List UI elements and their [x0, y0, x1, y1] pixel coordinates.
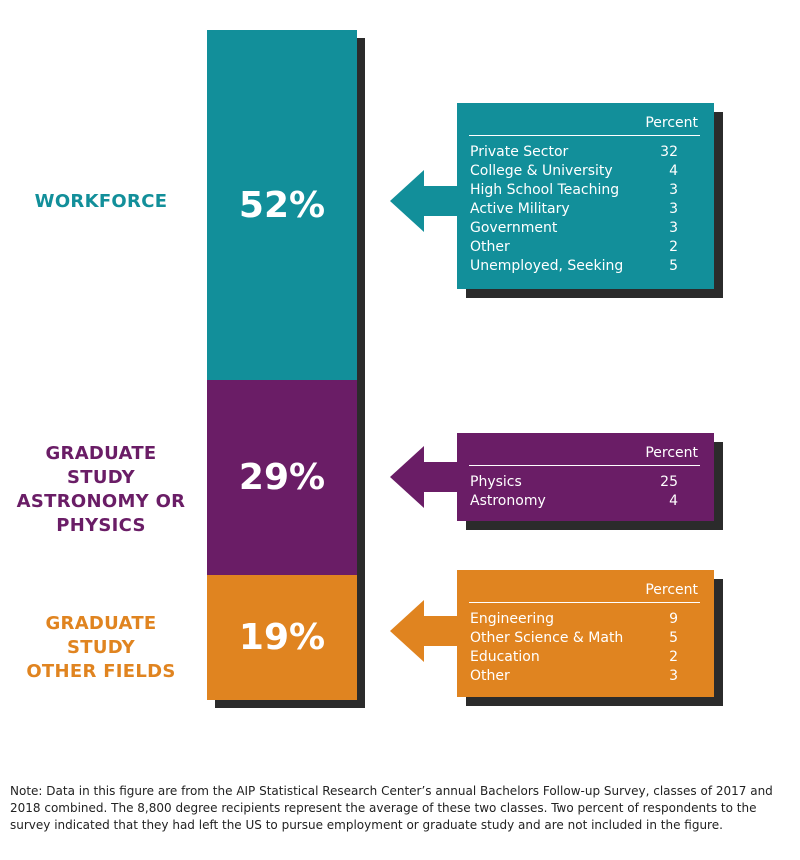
breakdown-grad-physics: Percent Physics 25 Astronomy 4	[457, 433, 714, 521]
breakdown-row: Other Science & Math 5	[470, 629, 692, 648]
label-grad-other: GRADUATE STUDY OTHER FIELDS	[10, 612, 192, 684]
breakdown-row: Education 2	[470, 648, 692, 667]
breakdown-row: Government 3	[470, 219, 692, 238]
row-label: Private Sector	[470, 144, 569, 160]
left-arrow-icon	[390, 600, 460, 662]
segment-grad-other-value: 19%	[238, 617, 326, 658]
arrow-shape	[390, 446, 460, 508]
segment-workforce-value: 52%	[238, 184, 326, 226]
arrow-shape	[390, 600, 460, 662]
row-label: Education	[470, 649, 540, 665]
footnote: Note: Data in this figure are from the A…	[10, 784, 773, 832]
row-value: 25	[660, 474, 678, 490]
breakdown-row: Physics 25	[470, 473, 692, 492]
breakdown-row: Active Military 3	[470, 200, 692, 219]
row-value: 3	[669, 668, 678, 684]
breakdown-grad-other: Percent Engineering 9 Other Science & Mat…	[457, 570, 714, 697]
left-arrow-icon	[390, 170, 460, 232]
row-value: 5	[669, 630, 678, 646]
row-label: Unemployed, Seeking	[470, 258, 624, 274]
row-label: Other	[470, 668, 510, 684]
row-value: 2	[669, 649, 678, 665]
row-value: 4	[669, 493, 678, 509]
breakdown-row: Other 3	[470, 667, 692, 686]
breakdown-row: Private Sector 32	[470, 143, 692, 162]
breakdown-rule	[469, 465, 700, 466]
row-label: Government	[470, 220, 558, 236]
row-value: 3	[669, 182, 678, 198]
row-value: 4	[669, 163, 678, 179]
breakdown-row: Engineering 9	[470, 610, 692, 629]
label-workforce: WORKFORCE	[10, 190, 192, 214]
breakdown-header: Percent	[645, 115, 698, 131]
row-value: 9	[669, 611, 678, 627]
breakdown-row: Other 2	[470, 238, 692, 257]
segment-workforce: 52%	[207, 30, 357, 380]
breakdown-workforce: Percent Private Sector 32 College & Unive…	[457, 103, 714, 289]
arrow-shape	[390, 170, 460, 232]
row-label: Engineering	[470, 611, 554, 627]
label-grad-other-line2: OTHER FIELDS	[26, 661, 176, 682]
breakdown-header: Percent	[645, 445, 698, 461]
label-grad-other-line1: GRADUATE STUDY	[45, 613, 157, 658]
label-grad-physics-line2: ASTRONOMY OR	[16, 491, 186, 512]
label-grad-physics-line1: GRADUATE STUDY	[45, 443, 157, 488]
row-value: 32	[660, 144, 678, 160]
label-grad-physics-line3: PHYSICS	[56, 515, 146, 536]
segment-grad-physics-value: 29%	[238, 457, 326, 498]
row-value: 5	[669, 258, 678, 274]
segment-grad-other: 19%	[207, 575, 357, 700]
breakdown-header: Percent	[645, 582, 698, 598]
row-label: Active Military	[470, 201, 570, 217]
breakdown-row: College & University 4	[470, 162, 692, 181]
breakdown-rule	[469, 135, 700, 136]
breakdown-row: Astronomy 4	[470, 492, 692, 511]
row-value: 2	[669, 239, 678, 255]
breakdown-rule	[469, 602, 700, 603]
label-grad-physics: GRADUATE STUDY ASTRONOMY OR PHYSICS	[10, 442, 192, 538]
left-arrow-icon	[390, 446, 460, 508]
row-label: Physics	[470, 474, 522, 490]
breakdown-row: High School Teaching 3	[470, 181, 692, 200]
breakdown-row: Unemployed, Seeking 5	[470, 257, 692, 276]
row-label: Other Science & Math	[470, 630, 624, 646]
row-value: 3	[669, 220, 678, 236]
row-value: 3	[669, 201, 678, 217]
label-workforce-text: WORKFORCE	[34, 191, 168, 212]
row-label: College & University	[470, 163, 613, 179]
segment-grad-physics: 29%	[207, 380, 357, 575]
row-label: Other	[470, 239, 510, 255]
row-label: Astronomy	[470, 493, 546, 509]
row-label: High School Teaching	[470, 182, 620, 198]
